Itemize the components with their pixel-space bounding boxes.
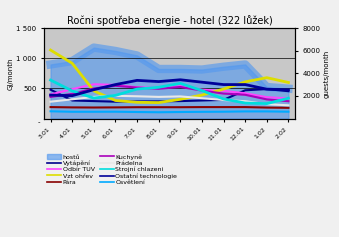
Title: Ročni spotřeba energie - hotel (322 lůžek): Ročni spotřeba energie - hotel (322 lůže… [67, 15, 272, 26]
Text: -: - [37, 119, 40, 125]
Y-axis label: GJ/month: GJ/month [7, 57, 14, 90]
Legend: hostů, Vytápění, Odbír TUV, Vzt ohřev, Pára, Kuchyně, Prádelna, Strojní chlazeni: hostů, Vytápění, Odbír TUV, Vzt ohřev, P… [47, 154, 177, 185]
Y-axis label: guests/month: guests/month [323, 49, 330, 98]
